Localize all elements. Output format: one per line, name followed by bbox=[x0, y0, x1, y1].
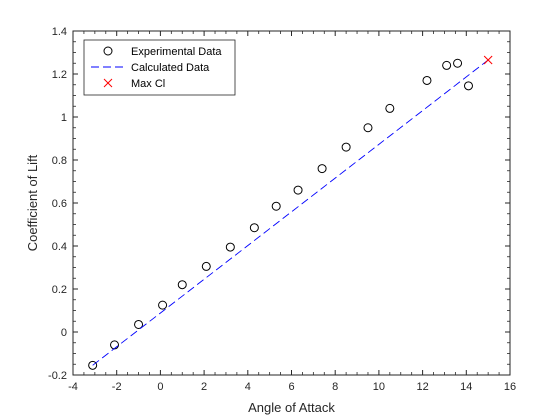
experimental-data-point bbox=[201, 261, 211, 271]
x-tick-label: 16 bbox=[504, 381, 516, 393]
legend: Experimental Data Calculated Data Max Cl bbox=[83, 39, 236, 96]
legend-swatch-max-cl bbox=[103, 78, 113, 88]
y-tick-label: 1.2 bbox=[52, 69, 67, 81]
experimental-data-point bbox=[293, 185, 303, 195]
y-tick-label: 0.6 bbox=[52, 198, 67, 210]
x-tick-label: 14 bbox=[460, 381, 472, 393]
x-tick-label: 0 bbox=[157, 381, 163, 393]
experimental-data-point bbox=[134, 319, 144, 329]
y-axis-label: Coefficient of Lift bbox=[25, 154, 40, 251]
x-tick-label: -4 bbox=[68, 381, 78, 393]
x-tick-label: 10 bbox=[373, 381, 385, 393]
x-tick-label: 2 bbox=[201, 381, 207, 393]
x-tick-label: 4 bbox=[245, 381, 251, 393]
experimental-data-point bbox=[225, 242, 235, 252]
y-tick-label: 0.2 bbox=[52, 284, 67, 296]
x-tick-label: -2 bbox=[112, 381, 122, 393]
experimental-data-point bbox=[158, 300, 168, 310]
experimental-data-point bbox=[177, 280, 187, 290]
y-tick-label: 1 bbox=[61, 112, 67, 124]
y-tick-label: 0.8 bbox=[52, 155, 67, 167]
x-tick-label: 6 bbox=[288, 381, 294, 393]
experimental-data-point bbox=[271, 201, 281, 211]
y-tick-label: 0 bbox=[61, 327, 67, 339]
experimental-data-point bbox=[363, 123, 373, 133]
experimental-data-point bbox=[463, 81, 473, 91]
experimental-data-point bbox=[422, 75, 432, 85]
legend-swatch-max-cl-stroke-b bbox=[103, 78, 113, 88]
experimental-data-point bbox=[385, 103, 395, 113]
x-tick-label: 12 bbox=[416, 381, 428, 393]
experimental-data-point bbox=[249, 223, 259, 233]
max-cl-point-stroke-b bbox=[483, 55, 493, 65]
y-tick-label: 1.4 bbox=[52, 26, 67, 38]
experimental-data-point bbox=[88, 360, 98, 370]
legend-label-calculated-data: Calculated Data bbox=[131, 62, 210, 74]
plot-area-data bbox=[88, 55, 493, 370]
x-axis-label: Angle of Attack bbox=[248, 400, 335, 415]
legend-swatch-experimental-data bbox=[103, 46, 113, 56]
experimental-data-point bbox=[442, 60, 452, 70]
experimental-data-point bbox=[341, 142, 351, 152]
axes: -4 -2 0 2 4 6 8 10 12 14 16 -0.2 0 0.2 0.4 0.6 0.8 1 1.2 1.… bbox=[48, 26, 516, 393]
max-cl-point bbox=[483, 55, 493, 65]
experimental-data-point bbox=[317, 164, 327, 174]
y-tick-label: 0.4 bbox=[52, 241, 67, 253]
legend-label-max-cl: Max Cl bbox=[131, 78, 165, 90]
legend-box bbox=[83, 39, 236, 96]
y-tick-label: -0.2 bbox=[48, 370, 67, 382]
x-tick-label: 8 bbox=[332, 381, 338, 393]
legend-label-experimental-data: Experimental Data bbox=[131, 46, 222, 58]
experimental-data-point bbox=[453, 58, 463, 68]
